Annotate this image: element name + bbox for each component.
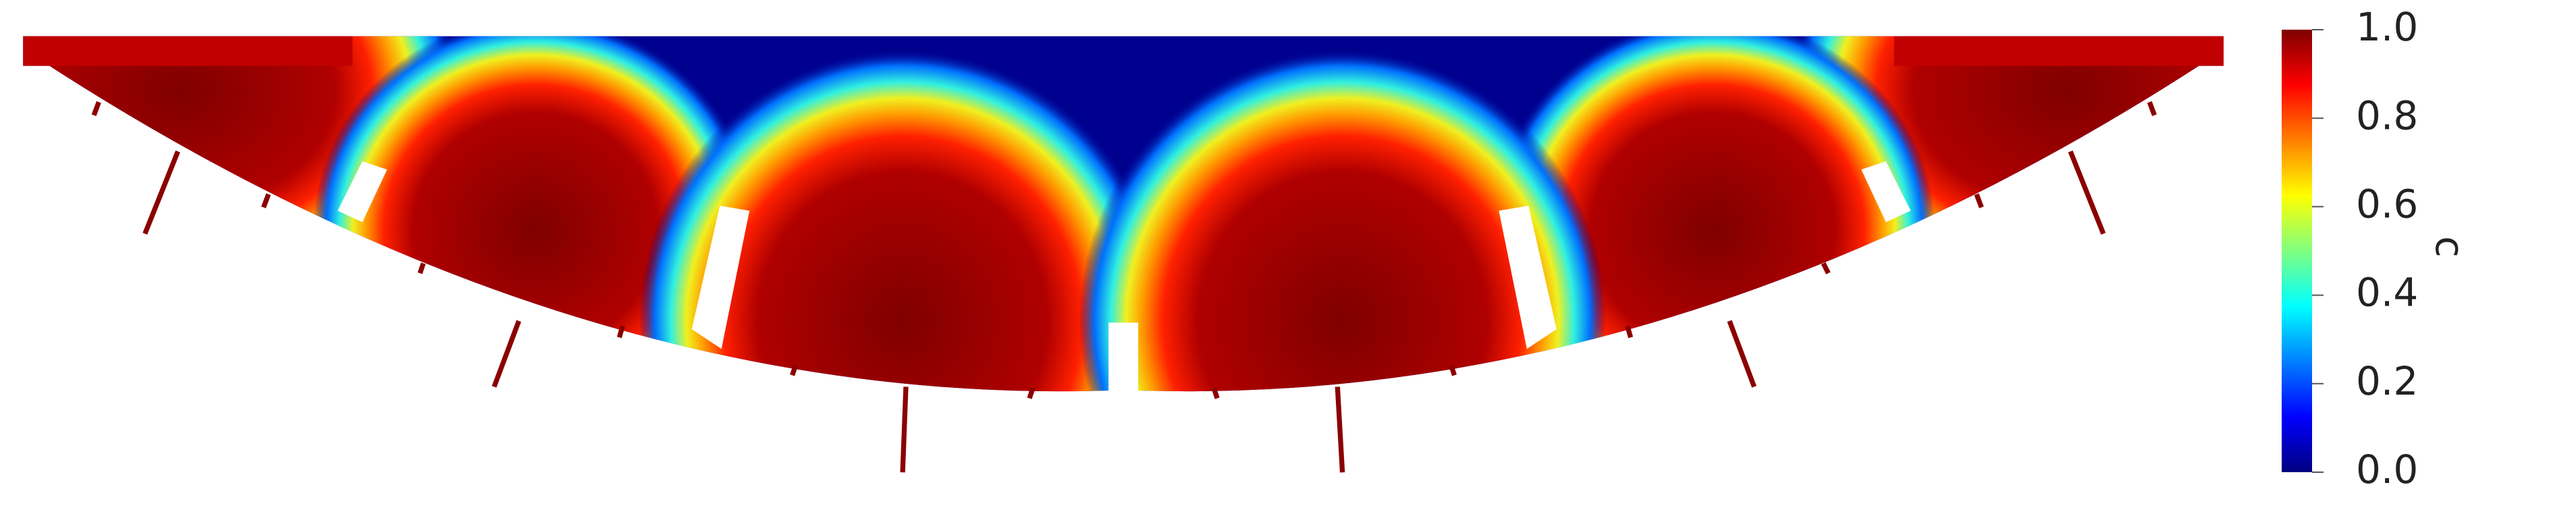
domain — [23, 36, 2224, 473]
colorbar-title: c — [2427, 236, 2473, 258]
colorbar-tick-label: 1.0 — [2356, 4, 2418, 50]
colorbar-tick-label: 0.0 — [2356, 447, 2418, 492]
colorbar-tick-label: 0.2 — [2356, 358, 2418, 404]
colorbar — [2282, 30, 2312, 472]
colorbar-tick-label: 0.6 — [2356, 181, 2418, 227]
colorbar-tick-label: 0.8 — [2356, 92, 2418, 138]
colorbar-tick-label: 0.4 — [2356, 270, 2418, 316]
